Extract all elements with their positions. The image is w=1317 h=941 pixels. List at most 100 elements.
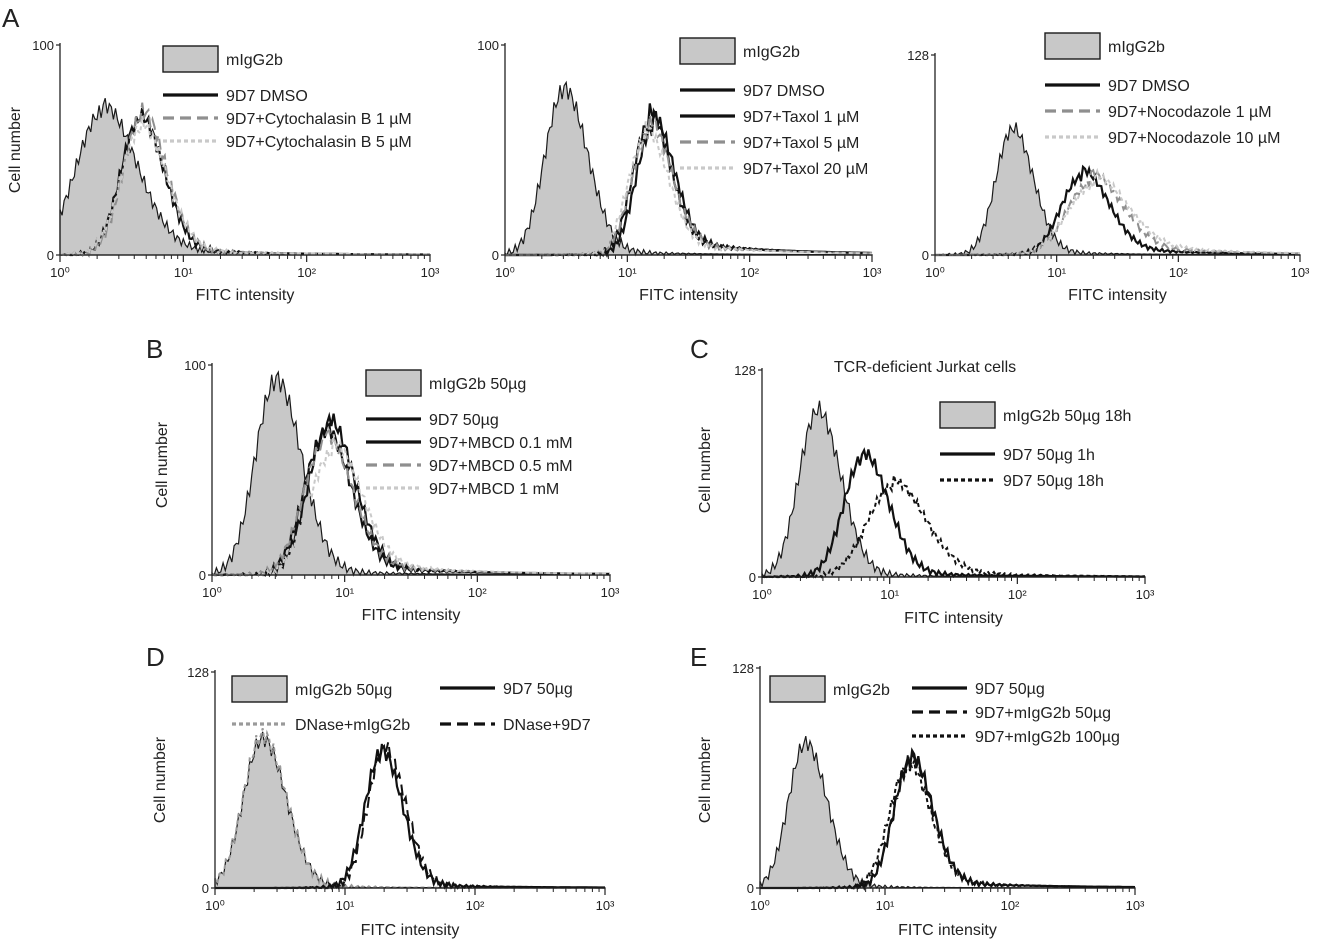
legend: mIgG2b 50µg DNase+mIgG2b 9D7 50µg DNase+9D7 [231,675,591,734]
legend-item: mIgG2b [679,37,800,65]
legend-label: 9D7+Taxol 1 µM [743,109,859,126]
x-tick-label: 10¹ [174,265,193,280]
histogram-series-3 [59,116,430,258]
legend-item: 9D7 50µg [440,681,573,698]
x-tick-label: 10³ [421,265,440,280]
legend-label: mIgG2b 50µg [295,682,392,699]
legend-item: 9D7 DMSO [680,83,825,100]
legend-swatch [939,401,996,429]
y-tick-label: 0 [47,248,54,263]
legend-item: 9D7+mIgG2b 50µg [912,705,1111,722]
legend-item: mIgG2b 50µg [365,369,526,397]
chart-panel-c: 10⁰ 10¹ 10² 10³ 0 128 FITC intensity Cell numbe… [690,334,1155,627]
legend-item: mIgG2b [769,675,890,703]
legend-swatch [365,369,422,397]
legend-label: 9D7+Cytochalasin B 5 µM [226,134,412,151]
legend-label: mIgG2b [833,682,890,699]
histogram-series-3 [934,167,1301,257]
x-axis-label: FITC intensity [362,607,461,624]
x-tick-label: 10¹ [335,585,354,600]
legend-item: 9D7+Taxol 20 µM [680,161,868,178]
y-tick-label: 0 [749,570,756,585]
legend-item: 9D7+Taxol 1 µM [680,109,859,126]
histogram-series-3 [760,754,1135,890]
x-tick-label: 10⁰ [752,587,772,602]
histogram-series-4 [211,434,610,578]
y-tick-label: 0 [199,568,206,583]
legend-item: 9D7+Taxol 5 µM [680,135,859,152]
x-tick-label: 10³ [1126,898,1145,913]
y-axis-label: Cell number [7,106,24,193]
legend-item: 9D7+mIgG2b 100µg [912,729,1120,746]
x-tick-label: 10² [1001,898,1020,913]
legend-label: 9D7+MBCD 0.1 mM [429,435,573,452]
x-axis-label: FITC intensity [1068,287,1167,304]
y-axis-label: Cell number [152,736,169,823]
histogram-series-3 [505,114,872,257]
histogram-series-0 [214,731,606,890]
x-tick-label: 10¹ [880,587,899,602]
legend-swatch [679,37,736,65]
legend-item: 9D7+Nocodazole 10 µM [1045,130,1280,147]
y-axis-label: Cell number [697,736,714,823]
x-tick-label: 10⁰ [750,898,770,913]
legend-item: 9D7+MBCD 0.1 mM [366,435,573,452]
panel-letter: B [146,334,163,364]
x-tick-label: 10⁰ [50,265,70,280]
legend-item: DNase+mIgG2b [232,717,410,734]
legend-item: 9D7+Nocodazole 1 µM [1045,104,1272,121]
legend-item: 9D7+MBCD 0.5 mM [366,458,573,475]
legend-item: 9D7+Cytochalasin B 1 µM [163,111,412,128]
y-tick-label: 0 [922,248,929,263]
chart-panel-a3: 10⁰ 10¹ 10² 10³ 0 128 FITC intensity mIgG2b 9D7 … [907,32,1310,304]
panel-letter: D [146,642,165,672]
legend-item: 9D7 50µg [366,412,499,429]
legend-swatch [769,675,826,703]
legend-label: 9D7 DMSO [743,83,825,100]
legend-item: 9D7 50µg 18h [940,473,1104,490]
y-tick-label: 128 [732,661,754,676]
chart-panel-b: 10⁰ 10¹ 10² 10³ 0 100 FITC intensity Cell numbe… [146,334,620,624]
x-tick-label: 10⁰ [495,265,515,280]
legend-item: mIgG2b 50µg 18h [939,401,1131,429]
x-tick-label: 10² [297,265,316,280]
x-tick-label: 10² [468,585,487,600]
x-tick-label: 10³ [1291,265,1310,280]
legend-label: 9D7+Nocodazole 1 µM [1108,104,1272,121]
legend-label: 9D7+MBCD 1 mM [429,481,559,498]
y-tick-label: 128 [734,363,756,378]
y-tick-label: 128 [187,665,209,680]
legend-label: 9D7 DMSO [1108,78,1190,95]
legend-label: 9D7+MBCD 0.5 mM [429,458,573,475]
legend-label: 9D7 50µg [429,412,499,429]
histogram-series-3 [211,428,611,577]
legend-label: 9D7+mIgG2b 50µg [975,705,1111,722]
chart-panel-d: 10⁰ 10¹ 10² 10³ 0 128 FITC intensity Cell numbe… [146,642,615,939]
legend-label: 9D7+mIgG2b 100µg [975,729,1120,746]
y-tick-label: 128 [907,48,929,63]
x-tick-label: 10³ [1136,587,1155,602]
legend-item: 9D7+MBCD 1 mM [366,481,559,498]
legend-label: 9D7+Taxol 20 µM [743,161,868,178]
legend-item: 9D7+Cytochalasin B 5 µM [163,134,412,151]
legend-label: 9D7 50µg 18h [1003,473,1104,490]
x-axis-label: FITC intensity [361,922,460,939]
y-tick-label: 0 [492,248,499,263]
y-tick-label: 100 [477,38,499,53]
legend-label: 9D7+Cytochalasin B 1 µM [226,111,412,128]
x-axis-label: FITC intensity [196,287,295,304]
legend-swatch [1044,32,1101,60]
x-tick-label: 10¹ [1047,265,1066,280]
x-tick-label: 10⁰ [202,585,222,600]
y-tick-label: 0 [747,881,754,896]
panel-letter: C [690,334,709,364]
legend: mIgG2b 50µg 9D7 50µg 9D7+MBCD 0.1 mM 9D7+MB… [365,369,573,498]
legend-label: mIgG2b [743,44,800,61]
panel-letter: E [690,642,707,672]
y-tick-label: 0 [202,881,209,896]
x-axis-label: FITC intensity [904,610,1003,627]
legend-item: 9D7 DMSO [1045,78,1190,95]
chart-panel-a2: 10⁰ 10¹ 10² 10³ 0 100 FITC intensity mIgG2b 9D7 … [477,37,882,304]
chart-panel-a1: 10⁰ 10¹ 10² 10³ 0 100 FITC intensity Cell numbe… [2,3,440,304]
